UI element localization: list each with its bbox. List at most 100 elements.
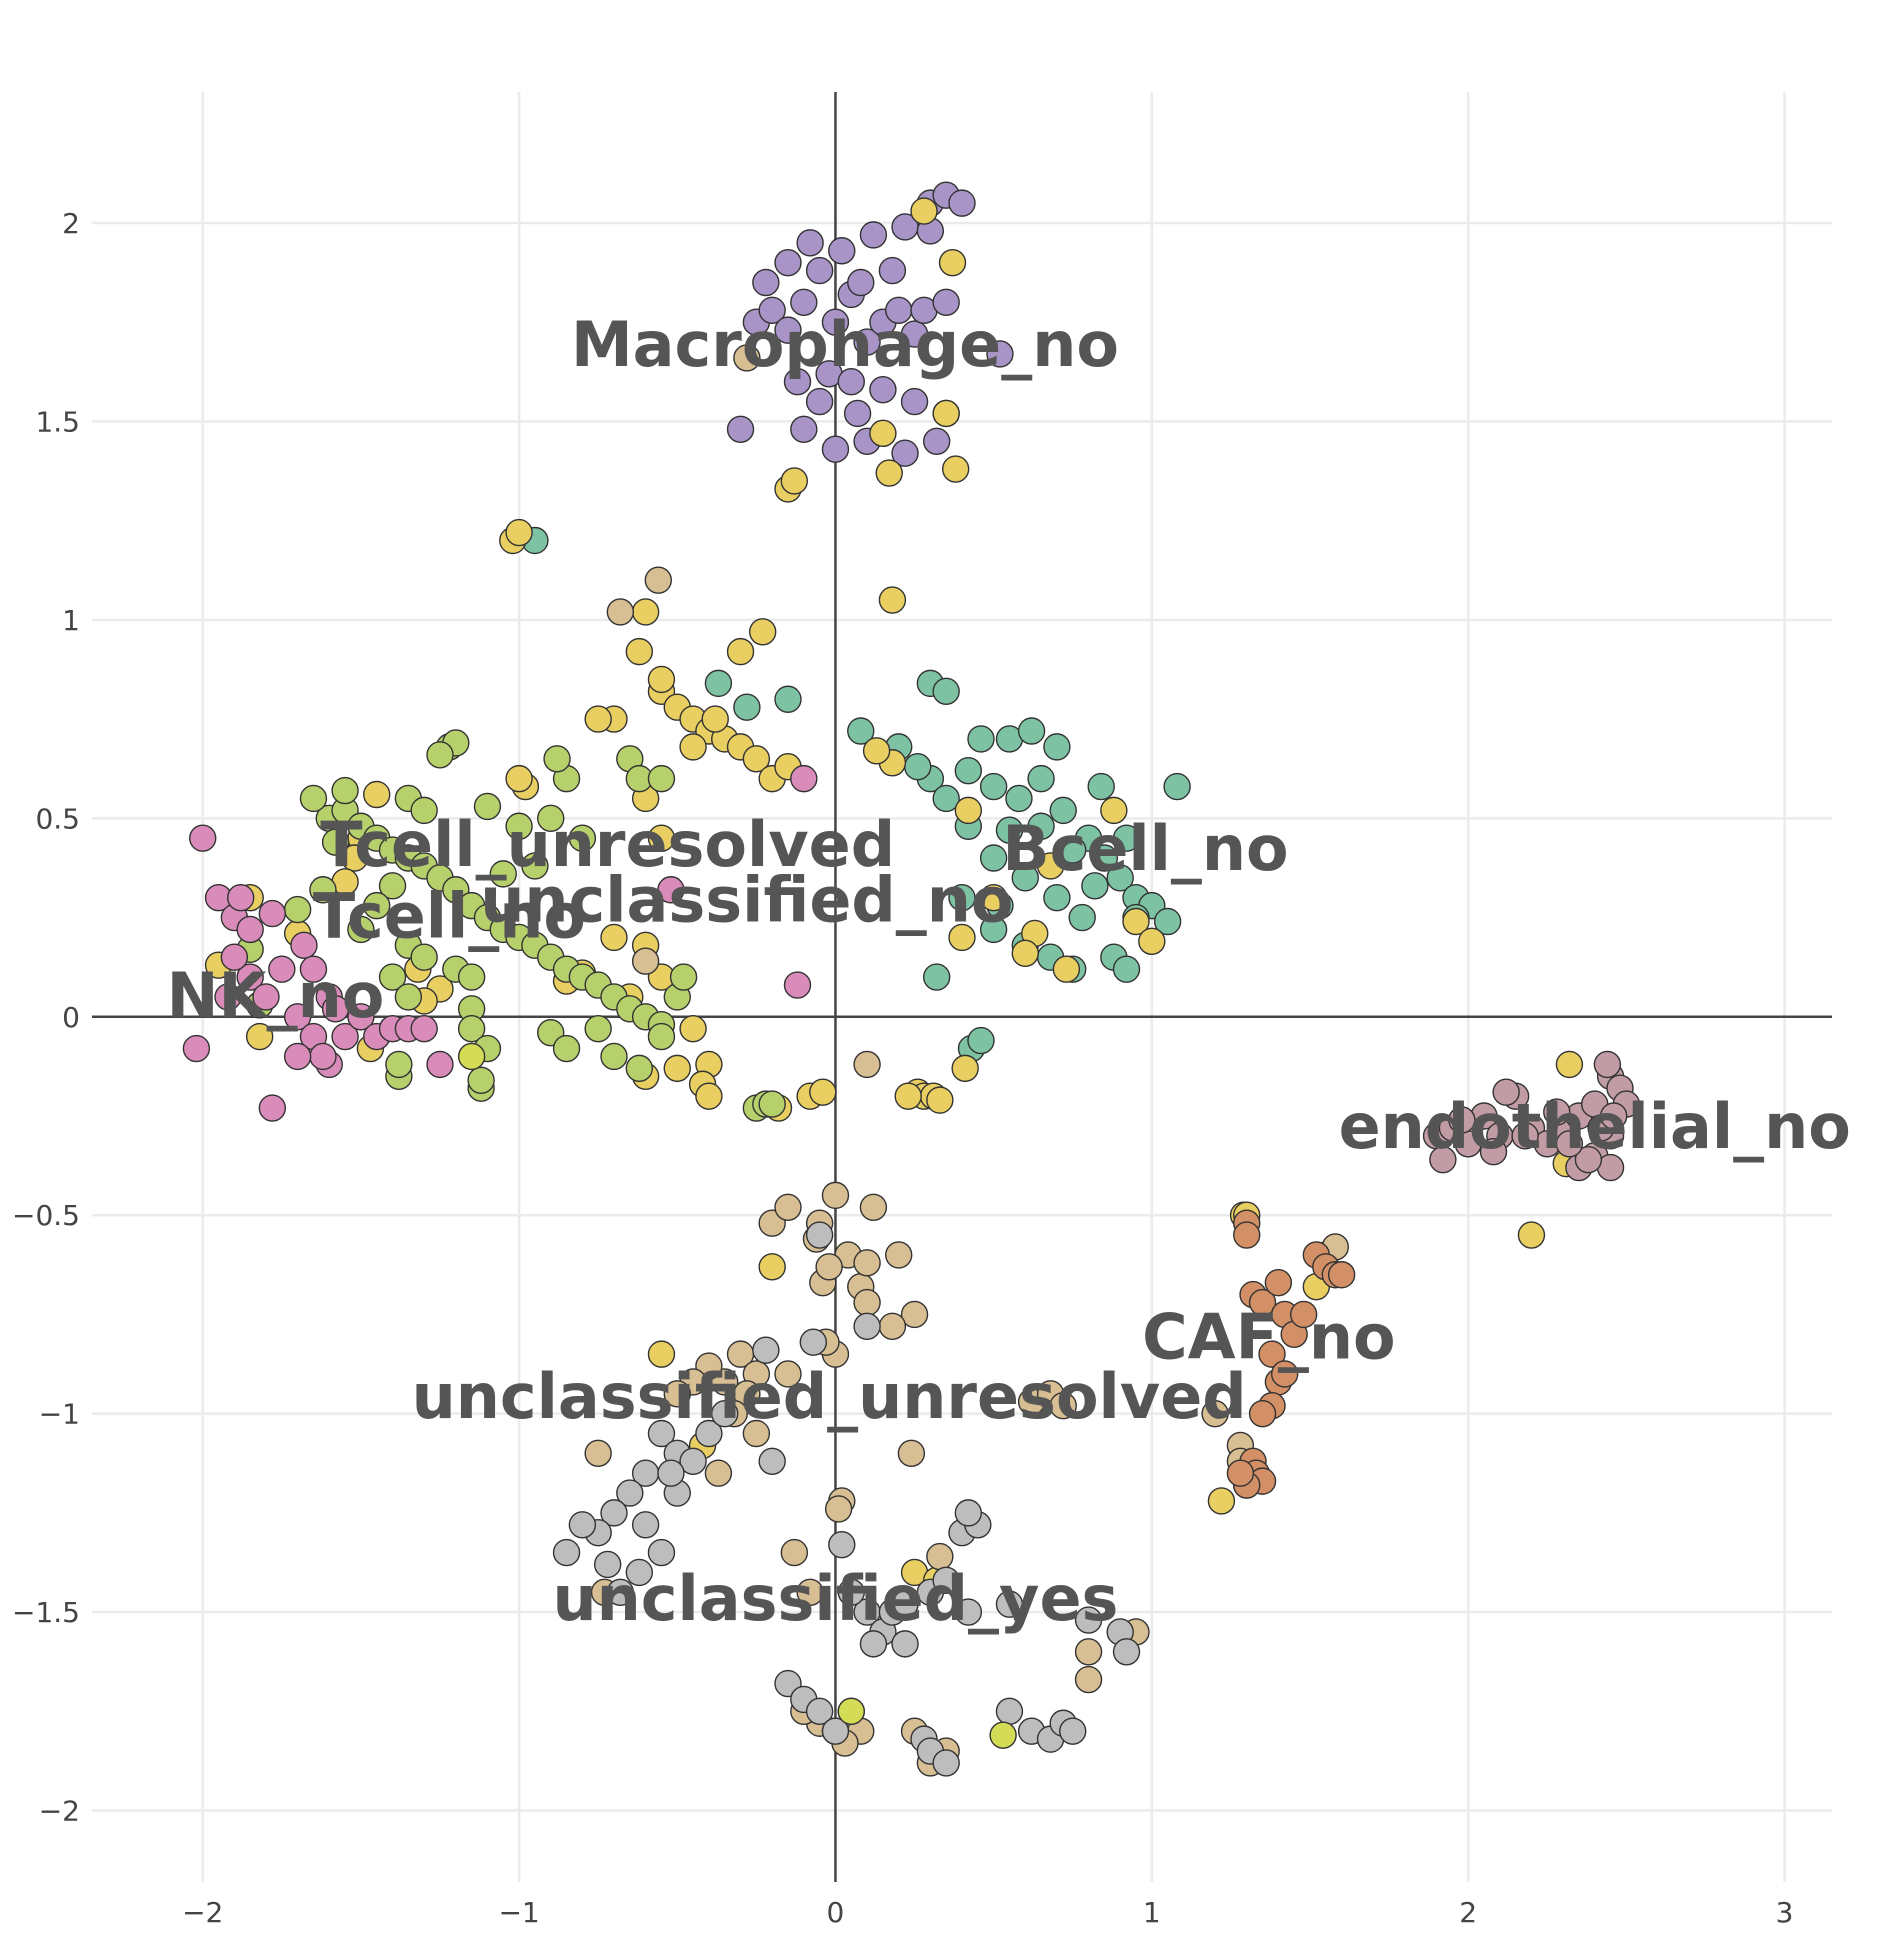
data-point [363,891,391,920]
data-point [1600,1102,1628,1130]
data-point [894,1082,922,1110]
data-point [625,637,654,666]
data-point [1448,1106,1476,1134]
data-point [758,1090,786,1118]
data-point [552,1538,581,1567]
data-point [995,816,1024,844]
data-point [752,268,780,297]
data-point [410,1014,438,1043]
data-point [584,1014,612,1043]
data-point [828,237,856,265]
data-point [796,1578,824,1606]
cluster-label: unclassified_yes [552,1562,1118,1635]
data-point [805,387,834,416]
y-tick-label: 0.5 [35,802,80,835]
data-point [837,1578,865,1606]
data-point [426,741,454,769]
data-point [1517,1221,1546,1249]
cluster-label: Tcell_unresolved [320,808,895,881]
data-point [457,1014,486,1043]
data-point [245,1022,274,1051]
data-point [568,1511,597,1539]
data-point [625,1558,654,1587]
data-point [885,1241,913,1269]
data-point [182,1034,211,1063]
data-point [967,1026,995,1055]
series-endothelial_no [1422,1050,1641,1182]
data-point [593,1550,622,1579]
data-point [948,883,976,912]
data-point [1087,772,1115,801]
data-point [410,943,438,971]
data-point [283,895,312,924]
data-point [932,1749,960,1777]
data-point [505,764,533,793]
data-point [932,784,960,813]
data-point [783,971,812,999]
data-point [774,1193,802,1221]
data-point [631,598,660,626]
data-point [1059,1717,1087,1745]
data-point [1593,1050,1622,1079]
data-point [1112,824,1141,852]
cluster-label: Bcell_no [1002,812,1288,885]
data-point [837,368,865,396]
data-point [891,1630,919,1658]
data-point [537,804,565,833]
data-point [1201,1399,1229,1428]
x-tick-label: −1 [498,1896,539,1929]
data-point [809,1078,837,1106]
data-point [758,1447,786,1475]
data-point [859,221,888,249]
data-point [853,1050,881,1079]
data-point [695,1082,723,1110]
data-point [1059,836,1087,864]
data-point [821,435,850,463]
data-point [941,455,970,483]
data-point [774,685,802,713]
data-point [378,963,407,991]
data-point [1036,852,1065,880]
data-point [1289,1300,1318,1329]
data-point [1068,903,1096,932]
data-point [954,756,983,785]
data-point [657,876,685,904]
grid-lines [92,92,1832,1882]
data-point [543,745,571,773]
data-point [568,824,597,852]
data-point [979,883,1008,912]
data-point [220,943,249,971]
data-point [252,983,280,1011]
data-point [647,1340,676,1368]
data-point [669,963,698,991]
data-point [1122,907,1150,936]
data-point [954,1598,983,1626]
data-point [290,931,318,960]
data-point [891,1590,919,1618]
y-tick-label: −1.5 [12,1596,80,1629]
data-point [904,753,932,781]
data-point [1270,1360,1299,1388]
data-point [790,415,818,444]
data-point [505,812,533,840]
data-point [853,328,881,356]
data-point [805,1697,834,1726]
data-point [922,427,951,455]
data-point [869,375,897,404]
data-point [758,296,786,324]
cluster-label: CAF_no [1142,1300,1396,1373]
data-point [1074,1638,1103,1666]
data-point [843,399,872,428]
data-point [828,1530,856,1559]
series-Macrophage_no [726,181,1014,467]
data-point [1555,1130,1584,1158]
data-point [910,197,938,225]
data-point [1027,812,1055,840]
data-point [948,189,976,217]
data-point [1153,907,1182,936]
data-point [824,1495,853,1523]
data-point [695,1419,723,1448]
data-point [891,439,919,467]
data-point [1017,717,1046,745]
data-point [837,1697,865,1726]
